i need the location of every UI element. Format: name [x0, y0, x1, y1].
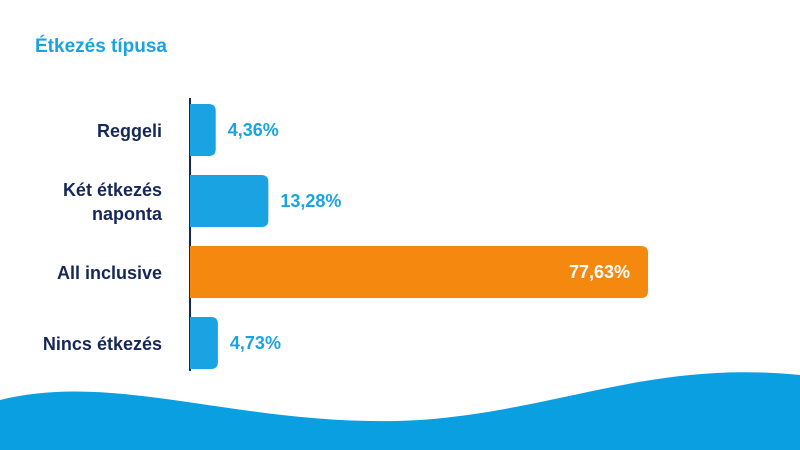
- bar: [190, 246, 649, 298]
- category-label: Nincs étkezés: [42, 334, 162, 354]
- bar: [190, 104, 216, 156]
- category-label: All inclusive: [56, 263, 162, 283]
- wave: [0, 372, 800, 450]
- bar: [190, 175, 269, 227]
- category-label: Két étkezés naponta: [62, 180, 162, 224]
- value-label: 4,73%: [230, 333, 281, 353]
- value-label: 77,63%: [569, 262, 630, 282]
- chart-title: Étkezés típusa: [35, 35, 167, 57]
- value-label: 4,36%: [228, 120, 279, 140]
- bar: [190, 317, 218, 369]
- value-label: 13,28%: [280, 191, 341, 211]
- category-label: Reggeli: [96, 121, 162, 141]
